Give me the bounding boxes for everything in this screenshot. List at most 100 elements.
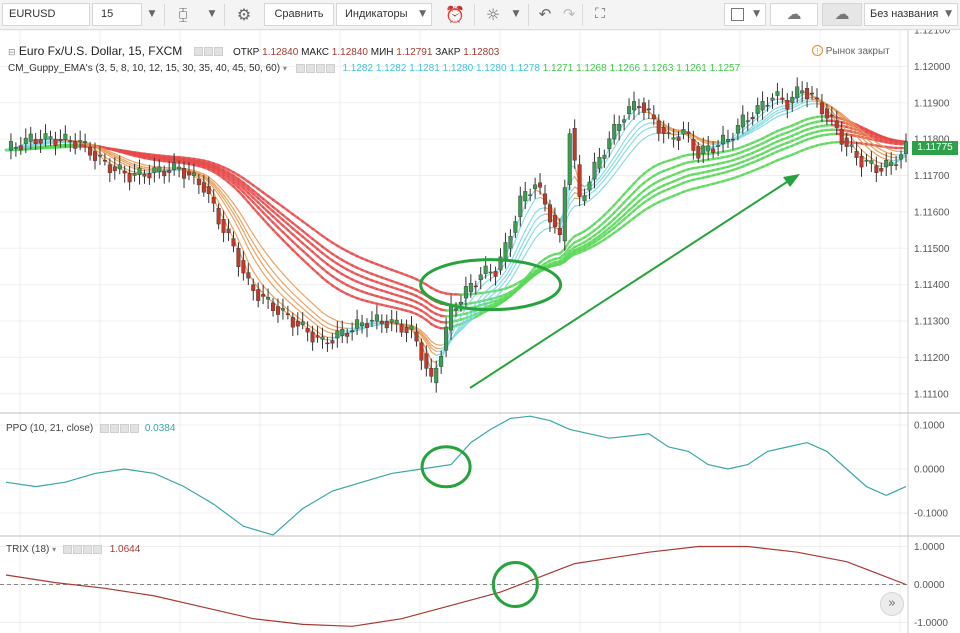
close-icon[interactable] <box>213 47 223 57</box>
close-icon[interactable] <box>325 63 335 73</box>
candle-body <box>834 120 839 128</box>
candle-body <box>577 164 582 197</box>
guppy-ema-line <box>99 155 106 161</box>
guppy-ema-line <box>193 169 200 173</box>
guppy-ema-line <box>218 201 225 212</box>
candle-body <box>844 137 849 147</box>
interval-select[interactable]: 15 <box>92 3 142 26</box>
candle-body <box>221 218 226 233</box>
guppy-ema-line <box>766 99 774 106</box>
gear-icon[interactable] <box>203 47 213 57</box>
candle-body <box>889 161 894 167</box>
guppy-ema-line <box>297 316 304 322</box>
axis-tick-label: -1.0000 <box>914 618 948 629</box>
guppy-ema-line <box>237 209 244 219</box>
guppy-ema-line <box>841 115 848 123</box>
guppy-ema-line <box>653 118 660 122</box>
scroll-to-end-button[interactable]: » <box>880 592 904 616</box>
guppy-ema-line <box>124 159 131 164</box>
guppy-ema-line <box>752 122 759 128</box>
ppo-legend: PPO (10, 21, close) 0.0384 <box>6 423 175 434</box>
guppy-ema-line <box>232 228 240 241</box>
undo-icon[interactable]: ↶ <box>538 5 552 23</box>
eye-icon[interactable] <box>295 63 305 73</box>
guppy-ema-line <box>569 205 576 213</box>
candle-body <box>117 164 122 170</box>
symbol-search-input[interactable]: EURUSD <box>2 3 90 26</box>
guppy-ema-line <box>757 118 764 124</box>
candle-body <box>434 367 439 384</box>
gear-icon[interactable]: ⚙ <box>236 5 252 24</box>
guppy-ema-line <box>875 141 882 147</box>
guppy-ema-line <box>608 156 615 165</box>
guppy-ema-line <box>870 138 877 143</box>
guppy-ema-line <box>563 250 571 259</box>
market-status-text: Рынок закрыт <box>825 46 890 57</box>
guppy-ema-line <box>307 312 314 318</box>
guppy-ema-line <box>277 300 284 306</box>
candle-body <box>285 313 290 315</box>
guppy-ema-line <box>702 141 709 145</box>
close-icon[interactable] <box>92 544 102 554</box>
chevron-down-icon[interactable]: ▼ <box>208 9 216 19</box>
eye-icon[interactable] <box>100 423 110 433</box>
redo-icon[interactable]: ↷ <box>562 5 576 23</box>
gear-icon[interactable] <box>72 544 82 554</box>
candle-body <box>849 144 854 147</box>
guppy-ema-line <box>742 131 749 136</box>
guppy-ema-line <box>277 290 284 297</box>
collapse-icon[interactable]: ⊟ <box>8 48 16 58</box>
guppy-ema-line <box>133 163 141 167</box>
candle-body <box>454 308 459 311</box>
guppy-ema-line <box>292 312 299 318</box>
guppy-ema-line <box>262 272 269 281</box>
fullscreen-icon[interactable]: ⛶ <box>595 6 605 22</box>
guppy-ema-line <box>623 133 630 142</box>
add-icon[interactable] <box>120 423 130 433</box>
add-icon[interactable] <box>82 544 92 554</box>
guppy-ema-line <box>485 278 492 283</box>
candle-body <box>785 100 790 110</box>
candle-body <box>38 138 43 144</box>
guppy-ema-line <box>781 109 788 112</box>
chevron-down-icon[interactable]: ▼ <box>512 9 520 19</box>
guppy-ema-line <box>554 213 561 221</box>
guppy-ema-line <box>618 160 625 169</box>
candle-style-icon[interactable]: ⧮ <box>178 5 188 23</box>
layout-name-button[interactable]: Без названия ▼ <box>864 3 958 26</box>
gear-icon[interactable] <box>305 63 315 73</box>
gear-icon[interactable] <box>110 423 120 433</box>
compare-button[interactable]: Сравнить <box>264 3 334 26</box>
guppy-ema-line <box>346 322 353 325</box>
eye-icon[interactable] <box>193 47 203 57</box>
guppy-ema-line <box>371 321 378 323</box>
candle-body <box>320 336 325 340</box>
eye-icon[interactable] <box>62 544 72 554</box>
chevron-down-icon: ▼ <box>753 9 760 19</box>
guppy-ema-line <box>638 118 645 124</box>
guppy-ema-line <box>143 168 151 171</box>
chart-color-button[interactable]: ▼ <box>724 3 766 26</box>
chevron-down-icon[interactable]: ▼ <box>148 9 156 19</box>
guppy-ema-line <box>262 264 269 273</box>
guppy-ema-line <box>860 133 868 140</box>
add-icon[interactable] <box>315 63 325 73</box>
candle-body <box>162 170 167 177</box>
guppy-ema-line <box>574 204 581 207</box>
close-icon[interactable] <box>130 423 140 433</box>
guppy-ema-line <box>104 152 111 157</box>
cloud-save-button[interactable]: ☁ <box>822 3 862 26</box>
chevron-down-icon[interactable]: ▾ <box>52 545 57 554</box>
guppy-ema-line <box>124 161 131 166</box>
candle-body <box>241 260 246 274</box>
guppy-ema-line <box>524 229 531 240</box>
indicators-button[interactable]: Индикаторы ▼ <box>336 3 432 26</box>
chevron-down-icon[interactable]: ▾ <box>282 64 287 73</box>
alert-icon[interactable]: ⏰ <box>445 5 465 24</box>
cloud-download-icon: ☁ <box>786 5 802 23</box>
guppy-ema-line <box>282 304 289 310</box>
candle-body <box>186 171 191 176</box>
lightbulb-icon[interactable]: ☼ <box>485 5 501 24</box>
cloud-load-button[interactable]: ☁ <box>770 3 818 26</box>
chart-area[interactable]: 1.12100 1.12000 1.11900 1.11800 1.11700 1.116… <box>0 30 960 633</box>
